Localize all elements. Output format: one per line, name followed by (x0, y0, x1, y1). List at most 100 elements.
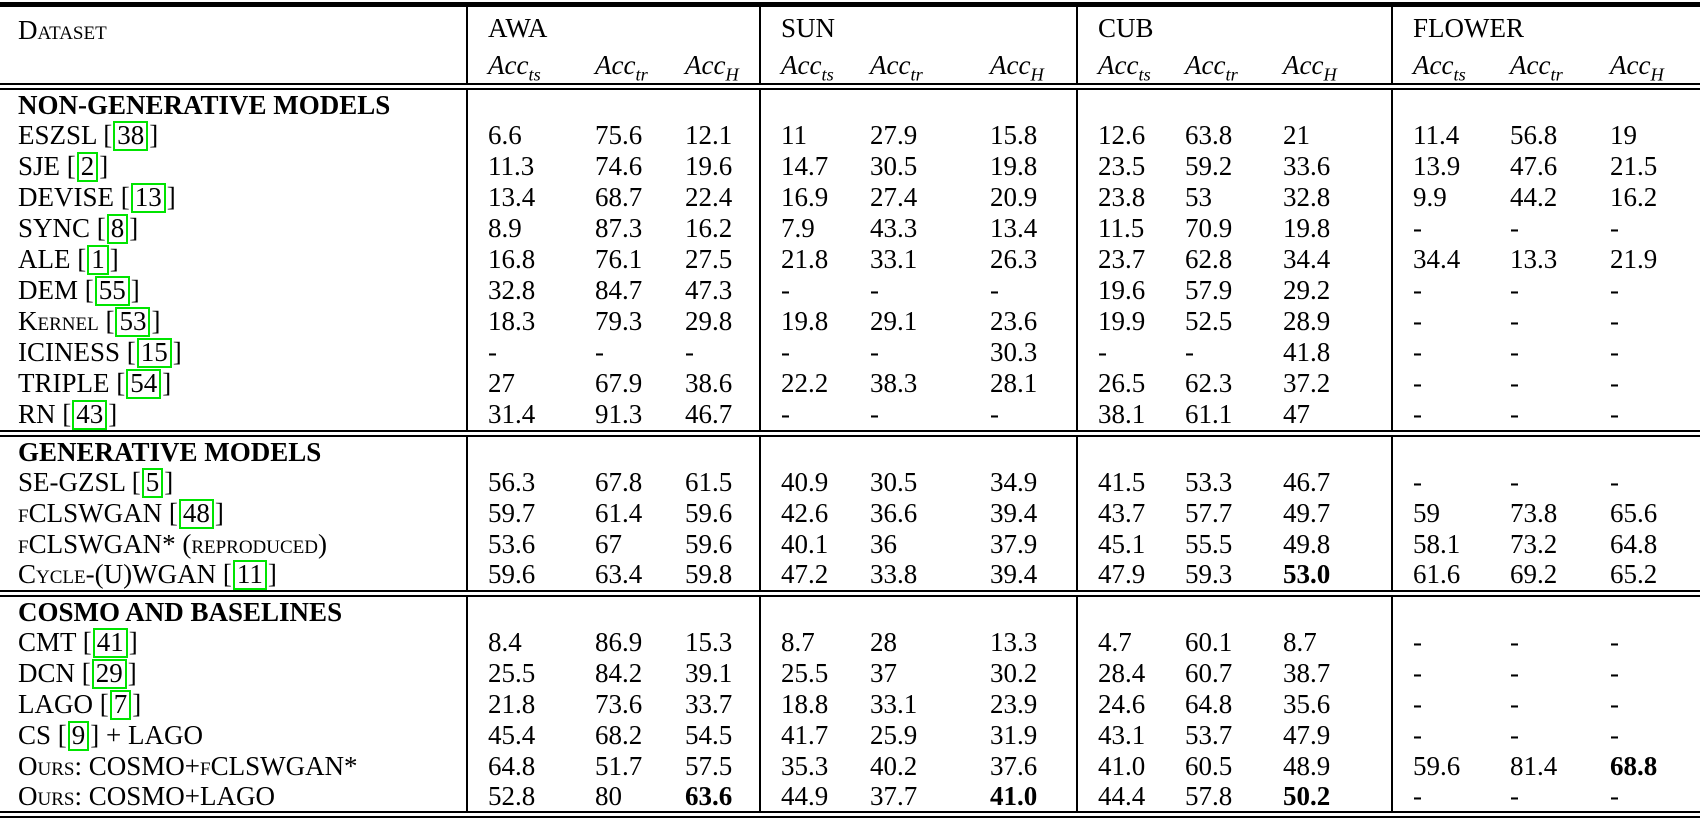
citation-box[interactable]: 15 (136, 338, 172, 368)
value-cell: 33.1 (870, 689, 918, 719)
smallcaps-text: Kernel (18, 306, 99, 336)
value-cell: 19.8 (990, 151, 1038, 181)
value-cell: - (1391, 399, 1511, 434)
value-cell: 19.6 (685, 151, 733, 181)
citation-box[interactable]: 7 (109, 690, 132, 720)
citation-box[interactable]: 29 (91, 659, 127, 689)
citation-box[interactable]: 55 (94, 276, 130, 306)
table-row: fCLSWGAN [48] 59.7 61.4 59.6 42.6 36.6 39.4 43.… (0, 498, 1700, 529)
model-name: RN [43] (18, 399, 118, 430)
model-name: TRIPLE [54] (18, 368, 172, 399)
value-cell: 34.4 (1283, 244, 1331, 274)
citation-box[interactable]: 54 (126, 369, 162, 399)
value-cell: 28 (870, 627, 897, 657)
value-cell: 48.9 (1283, 751, 1331, 781)
citation-box[interactable]: 8 (106, 214, 129, 244)
value-cell: 61.5 (685, 467, 733, 497)
value-cell: 31.9 (990, 720, 1038, 750)
value-cell: 22.4 (685, 182, 733, 212)
metric-header-sun-tr: Acctr (870, 50, 923, 85)
value-cell: - (1510, 781, 1520, 811)
citation-box[interactable]: 2 (76, 152, 99, 182)
value-cell: - (1510, 689, 1520, 719)
value-cell: 8.9 (466, 213, 595, 244)
value-cell: 73.2 (1510, 529, 1558, 559)
value-cell: - (870, 399, 879, 429)
value-cell: 47.3 (685, 275, 733, 305)
value-cell: 64.8 (1185, 689, 1233, 719)
value-cell: 47 (1283, 399, 1311, 429)
table-row: Cycle-(U)WGAN [11] 59.6 63.4 59.8 47.2 33.8 39… (0, 559, 1700, 594)
empty-cell (759, 86, 870, 120)
value-cell: - (759, 399, 870, 434)
value-cell: 62.8 (1185, 244, 1233, 274)
model-name: SYNC [8] (18, 213, 139, 244)
value-cell: 59.7 (466, 498, 595, 529)
value-cell: - (1510, 467, 1520, 497)
value-cell: - (990, 399, 999, 429)
value-cell: 8.4 (466, 627, 595, 658)
value-cell: 25.9 (870, 720, 918, 750)
citation-box[interactable]: 48 (178, 499, 214, 529)
value-cell: 32.8 (466, 275, 595, 306)
citation-box[interactable]: 9 (67, 721, 90, 751)
citation-box[interactable]: 41 (92, 628, 128, 658)
empty-cell (1185, 87, 1283, 121)
section-title: GENERATIVE MODELS (18, 437, 322, 467)
metric-header-awa-H: AccH (685, 50, 739, 85)
value-cell: 39.4 (990, 498, 1038, 528)
value-cell: 73.8 (1510, 498, 1558, 528)
citation-box[interactable]: 5 (141, 468, 164, 498)
value-cell: 18.8 (759, 689, 870, 720)
citation-box[interactable]: 13 (130, 183, 166, 213)
value-cell: - (1610, 467, 1620, 497)
value-cell: 47.2 (759, 559, 870, 594)
value-cell: 59.6 (466, 559, 595, 594)
value-cell: - (759, 275, 870, 306)
value-cell: 62.3 (1185, 368, 1233, 398)
value-cell: - (1610, 306, 1620, 336)
citation-box[interactable]: 53 (115, 307, 151, 337)
value-cell: 20.9 (990, 182, 1038, 212)
citation-box[interactable]: 1 (87, 245, 109, 275)
smallcaps-text: f (199, 751, 211, 781)
value-cell: 18.3 (466, 306, 595, 337)
value-cell: 12.6 (1076, 120, 1186, 151)
value-cell: 76.1 (595, 244, 643, 274)
value-cell: 34.9 (990, 467, 1038, 497)
citation-box[interactable]: 38 (113, 121, 149, 151)
citation-box[interactable]: 11 (232, 560, 267, 590)
value-cell: - (685, 337, 694, 367)
value-cell: 11.5 (1076, 213, 1186, 244)
value-cell: 29.8 (685, 306, 733, 336)
value-cell: 60.1 (1185, 627, 1233, 657)
value-cell: 43.7 (1076, 498, 1186, 529)
value-cell: - (1510, 275, 1520, 305)
empty-cell (595, 434, 685, 468)
value-cell: 21.8 (466, 689, 595, 720)
value-cell: 81.4 (1510, 751, 1558, 781)
table-row: Ours: COSMO+fCLSWGAN* 64.8 51.7 57.5 35.3 40.… (0, 751, 1700, 781)
value-cell: 21 (1283, 120, 1311, 150)
value-cell: 27.9 (870, 120, 918, 150)
empty-cell (1076, 86, 1186, 120)
value-cell: - (466, 337, 595, 368)
value-cell: 79.3 (595, 306, 643, 336)
value-cell: - (1510, 213, 1520, 243)
value-cell: 31.4 (466, 399, 595, 434)
value-cell: 30.5 (870, 467, 918, 497)
smallcaps-text: (reproduced) (182, 529, 327, 559)
empty-cell (595, 87, 685, 121)
section-generative-models: GENERATIVE MODELS SE-GZSL [5] 56.3 67.8 61.5… (0, 433, 1700, 594)
value-cell: 36.6 (870, 498, 918, 528)
citation-box[interactable]: 43 (72, 400, 108, 430)
value-cell: 50.2 (1283, 781, 1331, 811)
section-cosmo-and-baselines: COSMO AND BASELINES CMT [41] 8.4 86.9 15.3 8.… (0, 593, 1700, 815)
empty-cell (1185, 434, 1283, 468)
value-cell: 27.4 (870, 182, 918, 212)
value-cell: 59.6 (1391, 751, 1511, 781)
value-cell: 36 (870, 529, 897, 559)
empty-cell (1510, 87, 1610, 121)
smallcaps-text: Cycle (18, 559, 86, 589)
